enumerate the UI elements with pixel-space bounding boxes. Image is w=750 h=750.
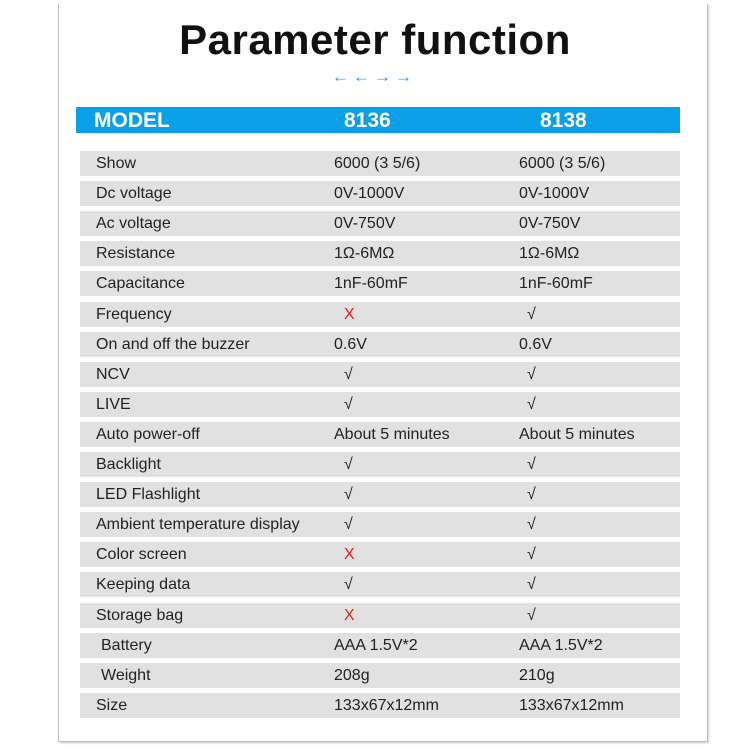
row-value: √: [344, 456, 353, 473]
table-row: Ac voltage 0V-750V 0V-750V: [80, 211, 680, 237]
row-label: Color screen: [96, 546, 187, 564]
table-row: Frequency X √: [80, 301, 680, 327]
model-8138: 8138: [540, 109, 587, 132]
arrow-left-icon: ←: [332, 67, 349, 86]
row-value: About 5 minutes: [519, 425, 635, 443]
row-value: AAA 1.5V*2: [519, 636, 603, 654]
row-value: 0V-1000V: [334, 185, 405, 203]
row-label: NCV: [96, 365, 130, 383]
row-value: About 5 minutes: [334, 425, 450, 443]
row-label: Storage bag: [96, 606, 184, 624]
table-row: Auto power-off About 5 minutes About 5 min…: [80, 421, 680, 447]
model-header: MODEL 8136 8138: [76, 107, 680, 133]
row-label: Auto power-off: [96, 425, 200, 443]
row-value: √: [527, 486, 536, 504]
row-value: √: [344, 516, 353, 534]
page-frame: [58, 4, 708, 742]
row-label: Resistance: [96, 245, 176, 263]
row-value: √: [527, 456, 536, 473]
row-label: Keeping data: [96, 576, 191, 594]
row-value: √: [527, 606, 536, 624]
row-value: 0.6V: [519, 335, 552, 353]
row-value: √: [344, 576, 353, 594]
table-row: Show 6000 (3 5/6) 6000 (3 5/6): [80, 151, 680, 176]
row-value: √: [527, 516, 536, 534]
row-value: X: [344, 305, 355, 323]
row-label: Capacitance: [96, 275, 185, 293]
table-row: Keeping data √ √: [80, 572, 680, 598]
row-value: 1nF-60mF: [519, 275, 593, 293]
row-value: 6000 (3 5/6): [519, 155, 606, 172]
table-row: On and off the buzzer 0.6V 0.6V: [80, 331, 680, 357]
row-label: Battery: [101, 636, 152, 654]
table-row: Backlight √ √: [80, 452, 680, 477]
arrow-right-icon: →: [374, 67, 391, 86]
row-label: Ac voltage: [96, 215, 171, 233]
table-row: Resistance 1Ω-6MΩ 1Ω-6MΩ: [80, 241, 680, 267]
row-value: √: [527, 365, 536, 383]
row-value: √: [527, 395, 536, 413]
arrow-left-icon: ←: [353, 67, 370, 86]
row-value: X: [344, 546, 355, 564]
row-value: 133x67x12mm: [519, 696, 624, 714]
table-row: Storage bag X √: [80, 602, 680, 628]
row-value: 0V-750V: [334, 215, 396, 233]
row-value: √: [527, 576, 536, 594]
row-value: 1Ω-6MΩ: [334, 245, 395, 263]
row-value: 0V-1000V: [519, 185, 590, 203]
row-value: 210g: [519, 666, 555, 684]
table-row: Weight 208g 210g: [80, 662, 680, 688]
table-row: Size 133x67x12mm 133x67x12mm: [80, 692, 680, 718]
row-label: On and off the buzzer: [96, 335, 250, 353]
model-label: MODEL: [94, 109, 170, 132]
row-label: Dc voltage: [96, 185, 172, 203]
row-value: √: [527, 546, 536, 564]
table-row: Color screen X √: [80, 542, 680, 568]
table-row: Dc voltage 0V-1000V 0V-1000V: [80, 181, 680, 207]
row-label: LED Flashlight: [96, 486, 201, 504]
table-row: Capacitance 1nF-60mF 1nF-60mF: [80, 271, 680, 297]
row-value: 0.6V: [334, 335, 367, 353]
model-8136: 8136: [344, 109, 391, 132]
row-label: LIVE: [96, 395, 131, 413]
page-title: Parameter function: [179, 16, 571, 63]
arrows-icon: ← ← → →: [332, 68, 432, 86]
row-label: Show: [96, 155, 137, 172]
row-label: Frequency: [96, 305, 172, 323]
arrow-right-icon: →: [395, 67, 412, 86]
row-value: X: [344, 606, 355, 624]
row-label: Ambient temperature display: [96, 516, 300, 534]
row-label: Backlight: [96, 456, 161, 473]
row-label: Size: [96, 696, 128, 714]
table-row: LIVE √ √: [80, 391, 680, 417]
table-row: LED Flashlight √ √: [80, 482, 680, 508]
row-value: AAA 1.5V*2: [334, 636, 418, 654]
table-row: NCV √ √: [80, 361, 680, 387]
row-value: √: [344, 365, 353, 383]
row-value: √: [527, 305, 536, 323]
row-value: 133x67x12mm: [334, 696, 439, 714]
row-value: 0V-750V: [519, 215, 581, 233]
row-value: 6000 (3 5/6): [334, 155, 421, 172]
row-label: Weight: [101, 666, 151, 684]
table-row: Ambient temperature display √ √: [80, 512, 680, 538]
row-value: 1Ω-6MΩ: [519, 245, 580, 263]
table-row: Battery AAA 1.5V*2 AAA 1.5V*2: [80, 632, 680, 658]
row-value: 1nF-60mF: [334, 275, 408, 293]
row-value: √: [344, 486, 353, 504]
row-value: 208g: [334, 666, 370, 684]
row-value: √: [344, 395, 353, 413]
